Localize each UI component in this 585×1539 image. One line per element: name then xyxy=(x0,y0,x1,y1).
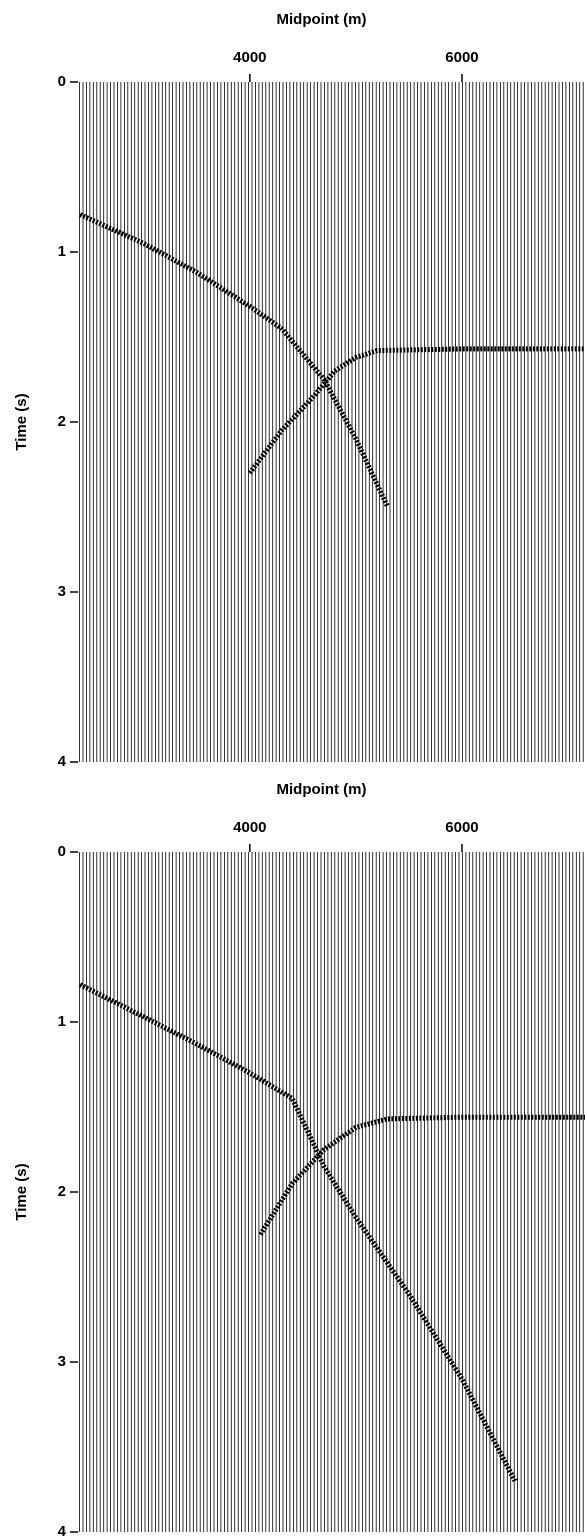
y-axis-title: Time (s) xyxy=(13,1163,30,1220)
x-tick-label: 6000 xyxy=(445,49,478,66)
event xyxy=(79,212,390,509)
y-axis-title: Time (s) xyxy=(13,393,30,450)
x-tick-label: 6000 xyxy=(445,819,478,836)
x-axis-title: Midpoint (m) xyxy=(277,11,367,28)
y-tick-label: 2 xyxy=(58,413,66,430)
event xyxy=(258,1114,585,1236)
event xyxy=(247,346,585,475)
x-axis-title: Midpoint (m) xyxy=(277,781,367,798)
y-tick-label: 3 xyxy=(58,1353,66,1370)
event xyxy=(78,982,518,1483)
x-tick-label: 4000 xyxy=(233,49,266,66)
y-tick-label: 4 xyxy=(58,1523,67,1539)
y-tick-label: 4 xyxy=(58,753,67,770)
y-tick-label: 1 xyxy=(58,243,66,260)
y-tick-label: 2 xyxy=(58,1183,66,1200)
y-tick-label: 3 xyxy=(58,583,66,600)
y-tick-label: 0 xyxy=(58,843,66,860)
y-tick-label: 0 xyxy=(58,73,66,90)
x-tick-label: 4000 xyxy=(233,819,266,836)
y-tick-label: 1 xyxy=(58,1013,66,1030)
